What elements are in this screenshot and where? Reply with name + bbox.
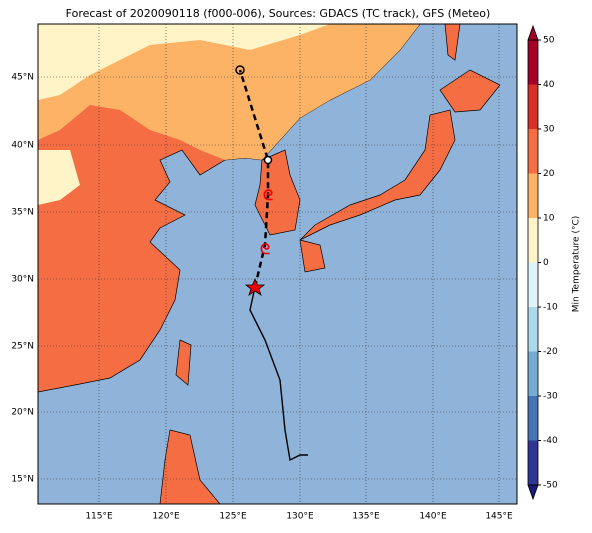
- japan: [299, 24, 501, 273]
- colorbar-tick-label: 50: [543, 36, 555, 46]
- lat-label: 35°N: [11, 208, 34, 218]
- lat-label: 20°N: [11, 408, 34, 418]
- lon-label: 120°E: [152, 512, 180, 522]
- storm-symbol: ᘓ: [260, 242, 270, 258]
- philippines: [159, 429, 221, 504]
- taiwan: [175, 339, 192, 386]
- colorbar-tick-label: 0: [543, 258, 549, 268]
- track-point: [235, 65, 245, 75]
- north-land: [38, 24, 420, 160]
- colorbar-tick-label: -40: [543, 436, 558, 446]
- colorbar-segment: [528, 262, 538, 307]
- lat-label: 45°N: [11, 73, 34, 83]
- colorbar-segment: [528, 396, 538, 441]
- lat-label: 30°N: [11, 275, 34, 285]
- colorbar-tick-label: -10: [543, 303, 558, 313]
- colorbar-tick-label: -50: [543, 481, 558, 491]
- colorbar-segment: [528, 218, 538, 263]
- lon-label: 135°E: [352, 512, 380, 522]
- colorbar-tick-label: 10: [543, 214, 555, 224]
- lat-label: 40°N: [11, 141, 34, 151]
- colorbar-tick-label: -20: [543, 347, 558, 357]
- lon-label: 115°E: [85, 512, 113, 522]
- colorbar-extend: [527, 24, 539, 41]
- current-position: [244, 277, 266, 296]
- colorbar-segment: [528, 40, 538, 85]
- colorbar-label: Min Temperature (°C): [572, 216, 582, 313]
- lon-label: 130°E: [286, 512, 314, 522]
- forecast-track: [238, 69, 270, 288]
- cold-land: [38, 24, 330, 205]
- title: Forecast of 2020090118 (f000-006), Sourc…: [66, 7, 491, 20]
- past-track: [249, 286, 308, 462]
- lon-label: 145°E: [485, 512, 513, 522]
- colorbar-extend: [527, 484, 539, 501]
- track-point: [263, 155, 273, 165]
- colorbar-segment: [528, 84, 538, 129]
- colorbar-tick-label: -30: [543, 392, 558, 402]
- storm-symbol: ᘓ: [263, 188, 273, 204]
- lat-label: 25°N: [11, 342, 34, 352]
- lon-label: 125°E: [219, 512, 247, 522]
- colorbar-tick-label: 20: [543, 169, 555, 179]
- map: ᘓ ᘓ: [38, 24, 517, 504]
- lat-label: 15°N: [11, 475, 34, 485]
- colorbar-segment: [528, 129, 538, 174]
- colorbar-segment: [528, 440, 538, 485]
- colorbar-tick-label: 30: [543, 125, 555, 135]
- colorbar-tick-label: 40: [543, 80, 555, 90]
- lon-label: 140°E: [419, 512, 447, 522]
- colorbar-segment: [528, 307, 538, 352]
- colorbar-segment: [528, 351, 538, 396]
- colorbar-segment: [528, 173, 538, 218]
- map-frame: [37, 23, 518, 505]
